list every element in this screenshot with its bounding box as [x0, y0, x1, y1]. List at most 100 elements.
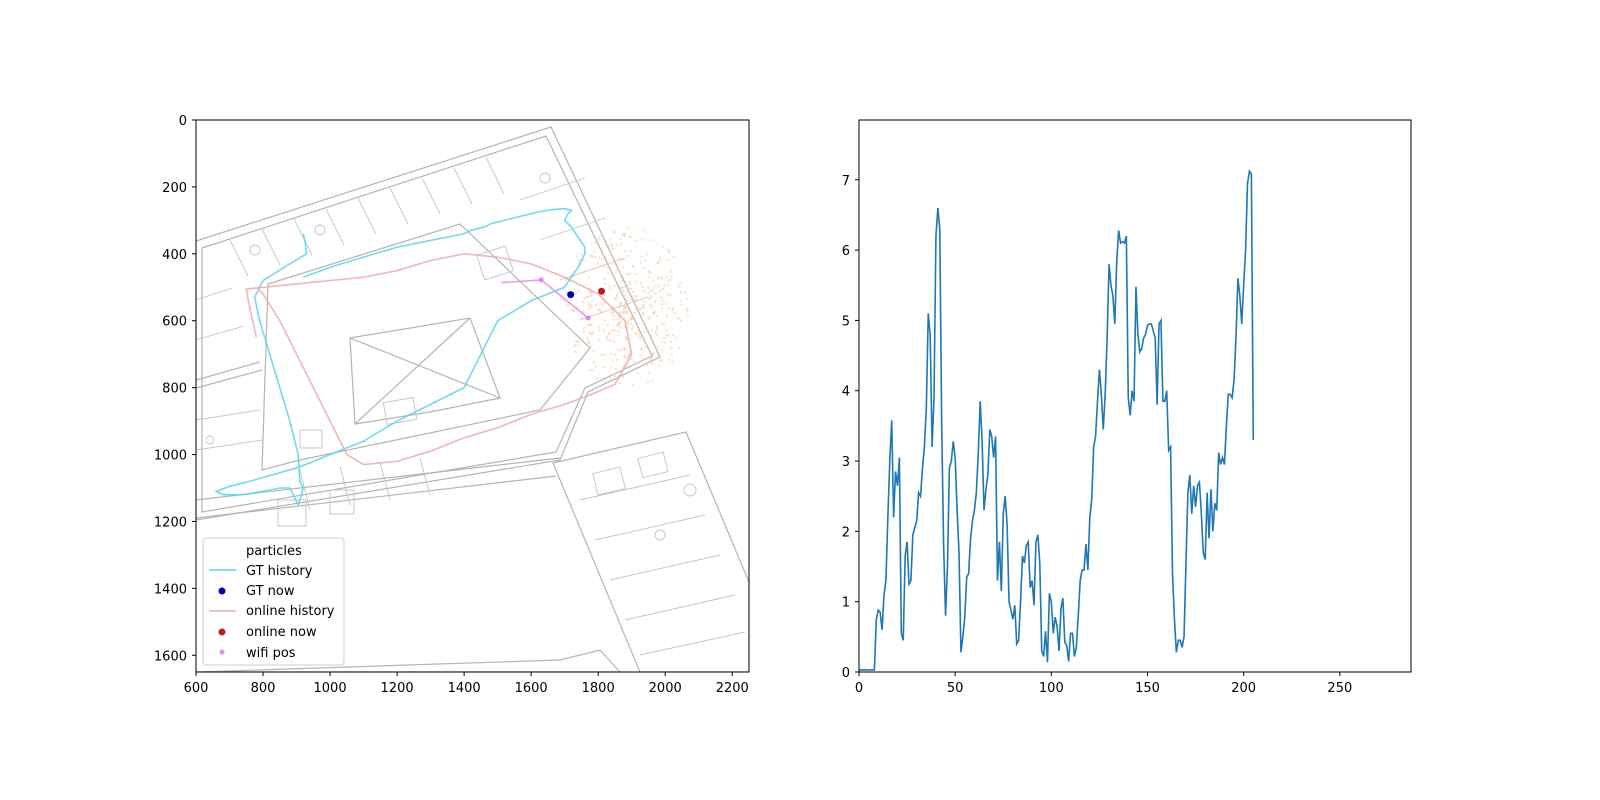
particle	[615, 297, 618, 301]
particles-cloud	[562, 226, 690, 387]
particle	[639, 354, 642, 357]
particle	[654, 284, 658, 287]
particle	[668, 358, 671, 361]
particle	[599, 311, 603, 314]
particle	[591, 369, 594, 372]
particle	[645, 253, 649, 256]
particle	[667, 249, 670, 252]
particle	[603, 381, 606, 384]
particle	[613, 262, 616, 266]
particle	[598, 328, 601, 332]
particle	[632, 325, 635, 328]
particle	[680, 303, 683, 307]
particle	[673, 312, 676, 315]
error-line	[859, 169, 1255, 671]
particle	[626, 306, 630, 310]
particle	[633, 299, 636, 303]
particle	[574, 344, 577, 347]
particle	[643, 300, 646, 303]
particle	[631, 265, 634, 268]
particle	[603, 353, 606, 356]
particle	[613, 297, 616, 301]
legend-entry-online-now: online now	[218, 625, 317, 640]
particle	[622, 308, 625, 311]
particle	[600, 304, 604, 307]
particle	[623, 294, 626, 297]
particle	[587, 276, 590, 279]
particle	[626, 273, 629, 276]
x-tick-label: 250	[1327, 681, 1352, 696]
particle	[590, 303, 593, 306]
particle	[630, 314, 633, 318]
legend-dot-swatch	[219, 649, 225, 655]
particle	[614, 374, 617, 378]
particle	[597, 325, 601, 329]
particle	[635, 332, 639, 336]
particle	[582, 330, 586, 334]
particle	[665, 275, 668, 279]
particle	[626, 290, 629, 293]
particle	[638, 335, 642, 338]
particle	[633, 360, 636, 363]
particle	[639, 261, 643, 264]
particle	[686, 297, 689, 301]
particle	[599, 309, 603, 312]
particle	[617, 330, 620, 333]
particle	[590, 345, 593, 348]
particle	[610, 329, 614, 332]
particle	[621, 311, 624, 314]
particle	[626, 299, 630, 302]
particle	[602, 234, 605, 237]
particle	[611, 359, 615, 362]
particle	[631, 290, 635, 294]
particle	[646, 380, 650, 383]
particle	[587, 331, 591, 334]
particle	[656, 276, 660, 280]
particle	[582, 259, 585, 262]
particle	[581, 300, 585, 304]
particle	[595, 377, 599, 380]
particle	[655, 324, 659, 328]
particle	[660, 348, 663, 352]
particle	[656, 353, 660, 357]
particle	[586, 336, 589, 339]
map-y-axis: 0 200 400 600 800 1000 1200 1400 1600	[154, 114, 196, 664]
particle	[624, 280, 627, 284]
particle	[613, 329, 617, 332]
particle	[648, 270, 651, 273]
particle	[594, 365, 597, 368]
particle	[605, 338, 609, 341]
particle	[609, 376, 612, 380]
legend-label: online history	[246, 604, 335, 619]
particle	[615, 268, 618, 271]
particle	[679, 281, 682, 285]
particle	[644, 346, 647, 349]
particle	[659, 256, 662, 260]
particle	[630, 287, 633, 291]
particle	[629, 322, 633, 326]
particle	[619, 311, 622, 314]
error-plot-frame	[858, 119, 1412, 673]
particle	[647, 286, 650, 289]
particle	[635, 295, 638, 298]
particle	[612, 314, 616, 318]
particle	[574, 340, 578, 343]
particle	[623, 285, 627, 288]
particle	[594, 255, 597, 259]
particle	[651, 379, 654, 382]
particle	[686, 314, 690, 317]
map-plot-frame	[195, 119, 750, 673]
particle	[619, 242, 623, 246]
particle	[575, 255, 579, 258]
particle	[582, 326, 586, 330]
particle	[627, 345, 630, 348]
particle	[562, 298, 565, 302]
y-tick-label: 1200	[154, 515, 187, 530]
particle	[577, 343, 580, 346]
particle	[671, 309, 674, 312]
particle	[624, 250, 627, 253]
particle	[565, 278, 568, 282]
x-tick-label: 150	[1135, 681, 1160, 696]
